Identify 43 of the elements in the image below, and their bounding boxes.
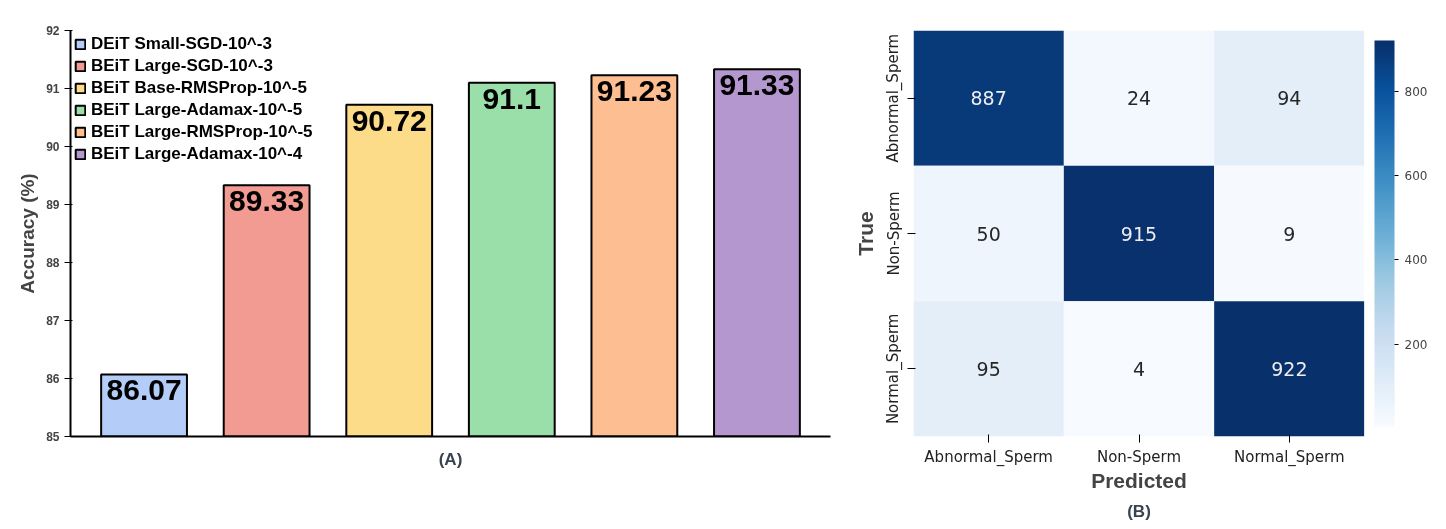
text: (A) [438, 449, 463, 469]
data-label: 915 [1120, 222, 1158, 245]
data-label: 91.23 [596, 74, 672, 108]
data-label: 4 [1132, 357, 1146, 380]
x-tick-label: Non-Sperm [1096, 447, 1182, 466]
data-label: 90.72 [351, 103, 427, 137]
data-label: 24 [1126, 87, 1152, 110]
x-axis-title: Predicted [1091, 468, 1187, 492]
color-bar-label: 400 [1404, 253, 1428, 268]
y-tick-label: Non-Sperm [884, 191, 903, 276]
data-label: 95 [976, 357, 1001, 380]
y-axis-title: True [853, 211, 877, 256]
y-tick-label: 87 [46, 314, 60, 328]
legend-label: BEiT Base-RMSProp-10^-5 [91, 78, 307, 98]
y-tick-label: 89 [46, 198, 60, 212]
y-axis-title: Accuracy (%) [17, 173, 39, 294]
legend-label: DEiT Small-SGD-10^-3 [91, 34, 272, 54]
y-tick-label: Abnormal_Sperm [884, 33, 904, 163]
x-tick-label: Normal_Sperm [1234, 447, 1345, 467]
color-bar-label: 200 [1404, 337, 1428, 352]
data-label: 94 [1277, 87, 1302, 110]
color-bar-label: 600 [1404, 169, 1428, 184]
color-bar-label: 800 [1404, 85, 1428, 100]
data-label: 887 [970, 87, 1007, 110]
y-tick-label: 88 [46, 256, 60, 270]
legend-label: BEiT Large-Adamax-10^-4 [91, 144, 303, 164]
data-label: 922 [1271, 357, 1308, 380]
data-label: 91.1 [482, 81, 541, 115]
y-tick-label: 86 [46, 372, 60, 386]
y-tick-label: 91 [46, 82, 60, 96]
text: (B) [1127, 501, 1151, 521]
y-tick-label: 92 [46, 24, 60, 38]
legend-label: BEiT Large-Adamax-10^-5 [91, 100, 303, 120]
data-label: 9 [1283, 222, 1296, 245]
x-tick-label: Abnormal_Sperm [924, 447, 1053, 467]
legend-label: BEiT Large-RMSProp-10^-5 [91, 122, 313, 142]
y-tick-label: 90 [46, 140, 60, 154]
data-label: 50 [976, 222, 1001, 245]
data-label: 86.07 [106, 373, 182, 407]
data-label: 91.33 [719, 68, 795, 102]
y-tick-label: 85 [46, 430, 60, 444]
data-label: 89.33 [229, 184, 305, 218]
legend-label: BEiT Large-SGD-10^-3 [91, 56, 273, 76]
